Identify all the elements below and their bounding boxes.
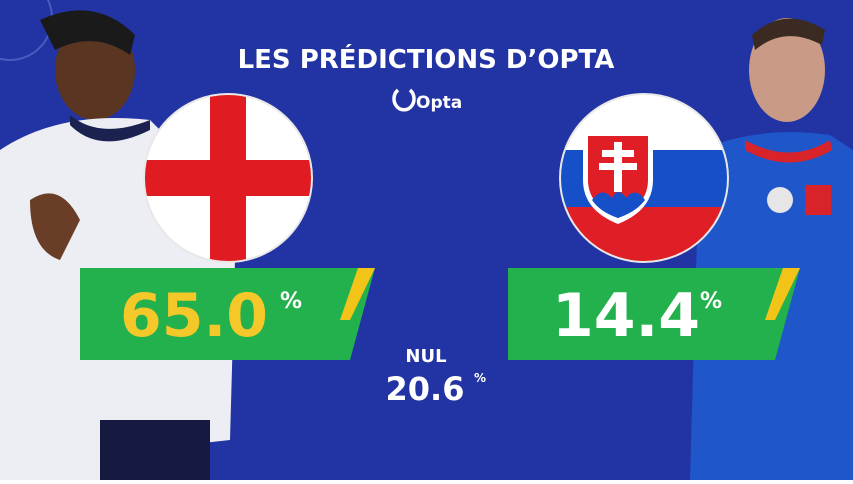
draw-label: NUL: [405, 346, 446, 367]
stripe: [340, 268, 375, 320]
prediction-value: 65.0: [120, 281, 268, 351]
unit: %: [474, 371, 486, 385]
stripe: [765, 268, 800, 320]
unit: %: [700, 289, 722, 314]
unit: %: [280, 289, 302, 314]
draw-value: 20.6: [386, 370, 465, 408]
prediction-value: 14.4: [552, 281, 700, 351]
flag-england: [144, 94, 312, 262]
box-left: [80, 268, 375, 360]
flag-ring: [143, 93, 313, 263]
flag-ring: [559, 93, 729, 263]
brand-logo: Opta: [392, 88, 462, 113]
box-right: [508, 268, 800, 360]
brand: Opta: [416, 93, 462, 113]
title: LES PRÉDICTIONS D’OPTA: [238, 43, 615, 75]
